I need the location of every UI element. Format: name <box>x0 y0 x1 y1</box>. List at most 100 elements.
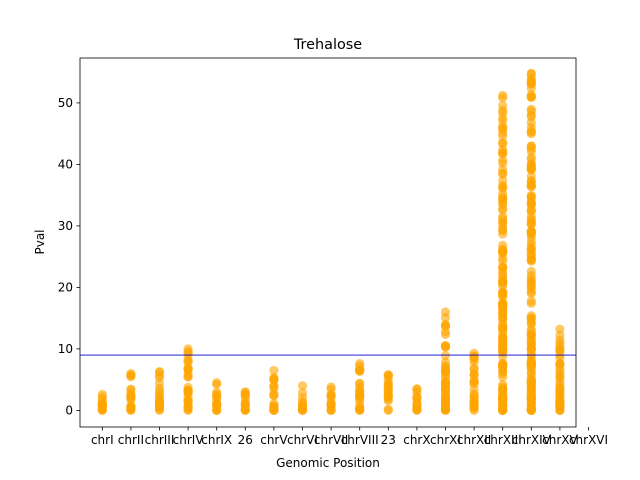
data-point <box>498 365 508 376</box>
data-point <box>555 396 565 406</box>
data-point <box>498 121 508 131</box>
y-tick-label: 40 <box>58 158 73 172</box>
data-point <box>498 138 508 148</box>
data-point <box>183 395 193 406</box>
data-point <box>469 348 479 358</box>
data-point <box>555 405 565 415</box>
data-point <box>498 280 508 291</box>
y-axis-title: Pval <box>33 229 47 254</box>
y-tick-label: 20 <box>58 281 73 295</box>
data-point <box>297 405 308 415</box>
data-point <box>154 405 165 415</box>
plot-area <box>80 58 576 427</box>
data-point <box>498 155 508 165</box>
data-point <box>297 381 308 391</box>
x-tick-label: chrXV <box>542 433 578 447</box>
data-point <box>526 106 536 116</box>
data-point <box>498 168 508 178</box>
x-tick-label: chrII <box>118 433 144 447</box>
plot-frame <box>79 57 577 428</box>
data-point <box>126 405 136 415</box>
x-tick-label: chrI <box>91 433 114 447</box>
data-point <box>126 389 136 400</box>
data-point <box>498 347 508 357</box>
data-point <box>326 393 336 403</box>
data-point <box>498 314 508 324</box>
data-point <box>498 175 508 186</box>
y-tick-label: 30 <box>58 219 73 233</box>
data-point <box>297 397 308 407</box>
data-point <box>240 387 250 397</box>
x-tick-label: chrXI <box>430 433 461 447</box>
data-point <box>498 405 508 415</box>
data-point <box>498 253 508 263</box>
x-tick-label: chrXII <box>457 433 491 447</box>
data-point <box>498 372 508 382</box>
data-point <box>526 298 536 308</box>
y-tick-label: 0 <box>65 404 73 418</box>
data-point <box>526 198 536 209</box>
x-tick-label: chrIII <box>145 433 175 447</box>
data-point <box>498 218 508 228</box>
data-point <box>212 392 222 402</box>
data-point <box>355 378 365 388</box>
data-point <box>498 331 508 341</box>
data-point <box>526 215 536 226</box>
data-point <box>498 323 508 333</box>
data-point <box>526 250 536 260</box>
data-point <box>269 391 279 401</box>
x-tick-label: 23 <box>381 433 396 447</box>
data-point <box>498 205 508 215</box>
data-point <box>269 405 279 415</box>
data-point <box>383 392 393 402</box>
data-points <box>97 68 565 415</box>
data-point <box>526 313 536 323</box>
data-point <box>526 126 536 136</box>
data-point <box>555 360 565 370</box>
x-tick-label: chrV <box>260 433 288 447</box>
data-point <box>355 405 365 415</box>
data-point <box>498 189 508 199</box>
data-point <box>498 359 508 369</box>
data-point <box>269 365 279 376</box>
data-point <box>526 239 536 249</box>
data-point <box>526 179 536 189</box>
data-point <box>498 262 508 272</box>
x-tick-label: 26 <box>238 433 253 447</box>
data-point <box>212 378 222 388</box>
data-point <box>154 386 165 396</box>
x-axis-title: Genomic Position <box>276 456 380 470</box>
data-point <box>498 147 508 157</box>
data-point <box>498 105 508 116</box>
x-tick-label: chrIX <box>201 433 232 447</box>
data-point <box>355 392 365 402</box>
data-point <box>126 368 136 379</box>
data-point <box>469 378 479 388</box>
data-point <box>355 366 365 376</box>
y-tick-label: 50 <box>58 96 73 110</box>
data-point <box>183 344 193 354</box>
data-point <box>440 342 451 352</box>
data-point <box>440 364 451 374</box>
data-point <box>183 386 193 396</box>
data-point <box>412 393 422 403</box>
data-point <box>440 351 451 361</box>
data-point <box>440 405 451 415</box>
data-point <box>498 396 508 406</box>
data-point <box>526 284 536 294</box>
data-point <box>355 359 365 369</box>
data-point <box>526 393 536 403</box>
data-point <box>212 405 222 415</box>
data-point <box>526 349 536 359</box>
data-point <box>212 399 222 409</box>
data-point <box>469 405 479 415</box>
data-point <box>326 382 336 392</box>
data-point <box>326 405 336 415</box>
data-point <box>498 131 508 141</box>
data-point <box>440 320 451 331</box>
y-tick-label: 10 <box>58 342 73 356</box>
data-point <box>526 405 536 415</box>
data-point <box>526 266 536 276</box>
